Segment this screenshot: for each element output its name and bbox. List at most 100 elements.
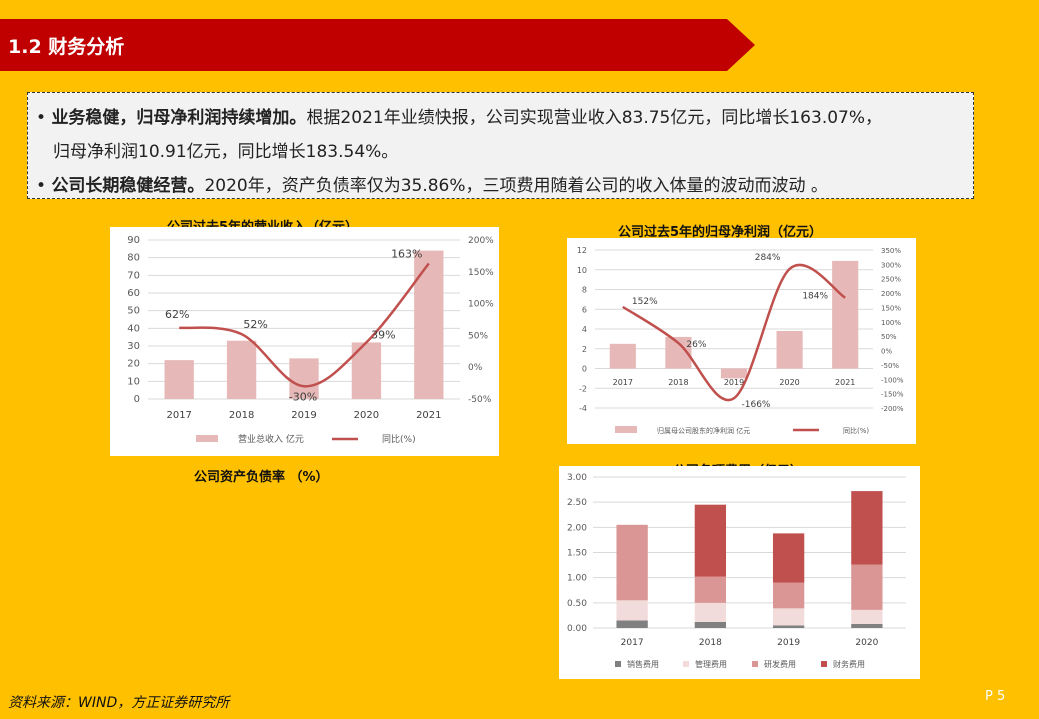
stacked-bar-segment bbox=[772, 533, 805, 583]
y2-tick-label: 300% bbox=[881, 261, 901, 269]
section-banner: 1.2 财务分析 bbox=[0, 19, 755, 71]
y2-tick-label: 50% bbox=[881, 333, 897, 341]
y-tick-label: 0.00 bbox=[567, 624, 587, 634]
page-number: P 5 bbox=[985, 689, 1006, 704]
y2-tick-label: 150% bbox=[881, 304, 901, 312]
bullet-dot-icon: • bbox=[36, 108, 52, 128]
expense-chart: 3.00 2.50 2.00 1.50 1.00 0.50 0.00 2017 2018 2019… bbox=[567, 473, 906, 669]
bar bbox=[289, 358, 319, 399]
banner-arrow-shape bbox=[0, 19, 755, 71]
source-note: 资料来源：WIND，方正证券研究所 bbox=[8, 695, 230, 711]
y2-tick-label: -50% bbox=[881, 362, 899, 370]
x-tick-label: 2018 bbox=[699, 638, 722, 648]
y2-tick-label: 50% bbox=[468, 331, 488, 341]
y-tick-label: 4 bbox=[582, 325, 587, 334]
x-tick-label: 2020 bbox=[354, 410, 379, 421]
y2-tick-label: -150% bbox=[881, 391, 904, 399]
x-tick-label: 2018 bbox=[668, 378, 688, 387]
y2-tick-label: 200% bbox=[881, 290, 901, 298]
bullet-line-1: • 业务稳健，归母净利润持续增加。根据2021年业绩快报，公司实现营业收入83.… bbox=[36, 103, 882, 128]
stacked-bar-segment bbox=[694, 504, 727, 577]
y2-tick-label: -100% bbox=[881, 376, 904, 384]
y2-tick-label: 150% bbox=[468, 268, 494, 278]
bullet-text: 归母净利润10.91亿元，同比增长183.54%。 bbox=[53, 142, 399, 162]
y2-tick-label: 200% bbox=[468, 236, 494, 246]
x-tick-label: 2019 bbox=[777, 638, 800, 648]
x-tick-label: 2018 bbox=[229, 410, 254, 421]
x-tick-label: 2017 bbox=[166, 410, 191, 421]
y2-tick-label: -50% bbox=[468, 395, 492, 405]
y2-tick-label: 100% bbox=[881, 319, 901, 327]
yoy-line bbox=[622, 263, 846, 402]
legend-swatch bbox=[615, 661, 621, 667]
profit-chart-title: 公司过去5年的归母净利润（亿元） bbox=[618, 225, 823, 240]
bar bbox=[609, 343, 636, 369]
data-label: 62% bbox=[165, 308, 189, 321]
bullet-text: 2020年，资产负债率仅为35.86%，三项费用随着公司的收入体量的波动而波动 … bbox=[204, 176, 828, 196]
y-tick-label: 20 bbox=[127, 359, 140, 370]
x-tick-label: 2020 bbox=[855, 638, 878, 648]
x-tick-label: 2021 bbox=[416, 410, 441, 421]
y-tick-label: 0 bbox=[134, 394, 140, 405]
y-tick-label: 12 bbox=[577, 246, 587, 255]
x-tick-label: 2019 bbox=[724, 378, 744, 387]
y2-tick-label: 350% bbox=[881, 247, 901, 255]
x-tick-label: 2017 bbox=[613, 378, 633, 387]
y-tick-label: 2.50 bbox=[567, 498, 587, 508]
stacked-bar-segment bbox=[694, 576, 727, 603]
legend-label: 营业总收入 亿元 bbox=[238, 433, 304, 445]
y-tick-label: 10 bbox=[127, 376, 140, 387]
bullet-line-3: • 公司长期稳健经营。2020年，资产负债率仅为35.86%，三项费用随着公司的… bbox=[36, 171, 828, 196]
y-tick-label: 90 bbox=[127, 235, 140, 246]
bullet-line-2: 归母净利润10.91亿元，同比增长183.54%。 bbox=[53, 137, 398, 162]
y2-tick-label: 0% bbox=[881, 348, 892, 356]
revenue-chart-panel: 90 80 70 60 50 40 30 20 10 0 200% 150% 100% 50% 0% -50%… bbox=[110, 227, 499, 456]
bullet-heading: 公司长期稳健经营。 bbox=[51, 176, 205, 196]
data-label: -30% bbox=[289, 390, 317, 403]
y-tick-label: 80 bbox=[127, 253, 140, 264]
y2-tick-label: 250% bbox=[881, 276, 901, 284]
data-label: 26% bbox=[686, 340, 706, 350]
legend-label: 研发费用 bbox=[764, 659, 796, 669]
data-label: 284% bbox=[755, 253, 781, 263]
y-tick-label: -4 bbox=[579, 404, 587, 413]
legend-bar-swatch bbox=[615, 426, 637, 433]
data-label: 163% bbox=[391, 248, 422, 261]
legend-label: 归属母公司股东的净利润 亿元 bbox=[657, 426, 750, 435]
y-tick-label: -2 bbox=[579, 384, 587, 393]
y2-tick-label: -200% bbox=[881, 405, 904, 413]
legend-label: 财务费用 bbox=[833, 659, 865, 669]
y-tick-label: 1.00 bbox=[567, 574, 587, 584]
stacked-bar-segment bbox=[772, 608, 805, 626]
stacked-bar-segment bbox=[694, 621, 727, 628]
legend-label: 同比(%) bbox=[382, 433, 416, 445]
data-label: 152% bbox=[632, 297, 658, 307]
bullet-text: 根据2021年业绩快报，公司实现营业收入83.75亿元，同比增长163.07%， bbox=[306, 108, 883, 128]
data-label: 184% bbox=[802, 292, 828, 302]
profit-chart: 12 10 8 6 4 2 0 -2 -4 350% 300% 250% 200% 150% 100% 50%… bbox=[577, 246, 904, 435]
stacked-bar-segment bbox=[851, 564, 883, 610]
legend-label: 销售费用 bbox=[627, 659, 659, 669]
bar bbox=[414, 250, 444, 399]
x-tick-label: 2017 bbox=[621, 638, 644, 648]
legend-swatch bbox=[683, 661, 689, 667]
legend-bar-swatch bbox=[196, 435, 218, 442]
legend-label: 管理费用 bbox=[695, 659, 727, 669]
stacked-bar-segment bbox=[772, 625, 805, 628]
y-tick-label: 70 bbox=[127, 270, 140, 281]
y-tick-label: 30 bbox=[127, 341, 140, 352]
legend-label: 同比(%) bbox=[843, 426, 869, 435]
data-label: 39% bbox=[371, 328, 395, 341]
legend-swatch bbox=[821, 661, 827, 667]
stacked-bar-segment bbox=[851, 623, 883, 628]
stacked-bar-segment bbox=[772, 582, 805, 609]
bar bbox=[832, 260, 859, 369]
revenue-chart: 90 80 70 60 50 40 30 20 10 0 200% 150% 100% 50% 0% -50%… bbox=[127, 235, 494, 445]
y-tick-label: 50 bbox=[127, 306, 140, 317]
stacked-bar-segment bbox=[616, 600, 648, 621]
bullet-heading: 业务稳健，归母净利润持续增加。 bbox=[51, 108, 307, 128]
y2-tick-label: 100% bbox=[468, 300, 494, 310]
bar bbox=[164, 360, 194, 399]
x-tick-label: 2021 bbox=[835, 378, 855, 387]
stacked-bar-segment bbox=[694, 602, 727, 622]
